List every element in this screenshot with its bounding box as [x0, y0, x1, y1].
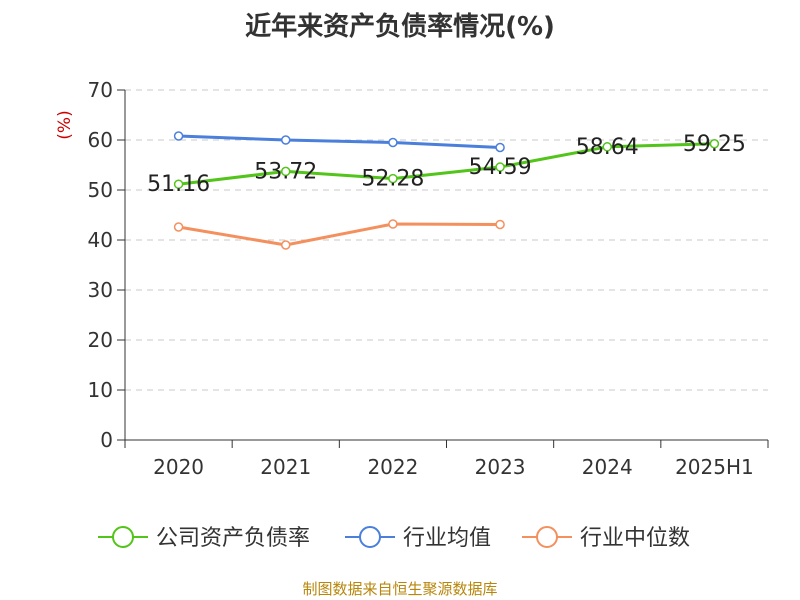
x-tick-label: 2021	[260, 455, 311, 479]
x-tick-label: 2020	[153, 455, 204, 479]
y-tick-label: 50	[88, 178, 113, 202]
x-tick-label: 2025H1	[675, 455, 754, 479]
data-point	[602, 142, 612, 152]
series-line-0	[178, 142, 715, 186]
data-point	[173, 131, 184, 141]
data-point	[388, 173, 398, 184]
data-point	[281, 240, 291, 250]
series-line-1	[178, 134, 501, 149]
chart-title: 近年来资产负债率情况(%)	[245, 12, 555, 42]
data-label: 54.59	[469, 155, 532, 180]
x-tick-label: 2022	[367, 455, 418, 479]
legend-label: 公司资产负债率	[156, 526, 310, 551]
data-point	[173, 179, 184, 189]
series-line-2	[178, 222, 501, 247]
y-tick-label: 40	[88, 228, 113, 252]
y-tick-label: 70	[88, 78, 113, 102]
data-point	[709, 139, 720, 149]
data-point	[281, 166, 291, 177]
axes: 0 10 20 30 40 50 60 70 (%) 2020 2021 2022 2023 2024 20…	[55, 78, 769, 479]
data-point	[495, 162, 505, 172]
data-label: 58.64	[576, 135, 639, 160]
grid-lines	[125, 89, 768, 391]
data-point	[173, 222, 184, 232]
data-label: 51.16	[147, 172, 210, 197]
y-tick-label: 20	[88, 328, 113, 352]
legend-marker	[112, 526, 134, 548]
data-point	[388, 137, 398, 148]
data-label: 52.28	[361, 167, 424, 192]
legend-label: 行业中位数	[580, 526, 690, 551]
legend-marker	[359, 526, 381, 548]
y-axis-label: (%)	[55, 110, 75, 139]
y-tick-label: 10	[88, 378, 113, 402]
legend-marker	[536, 526, 558, 548]
data-point	[388, 219, 398, 229]
series-lines	[173, 131, 720, 250]
x-tick-label: 2024	[582, 455, 633, 479]
legend: 公司资产负债率 行业均值 行业中位数	[98, 526, 690, 551]
data-labels: 51.16 53.72 52.28 54.59 58.64 59.25	[147, 132, 746, 197]
data-point	[281, 135, 291, 145]
data-label: 59.25	[683, 132, 746, 157]
data-point	[495, 142, 505, 153]
data-label: 53.72	[254, 159, 317, 184]
x-tick-label: 2023	[475, 455, 526, 479]
y-tick-label: 60	[88, 128, 113, 152]
data-point	[495, 219, 505, 230]
y-tick-label: 30	[88, 278, 113, 302]
y-tick-label: 0	[100, 428, 113, 452]
legend-label: 行业均值	[403, 526, 491, 551]
data-source-note: 制图数据来自恒生聚源数据库	[302, 580, 498, 598]
